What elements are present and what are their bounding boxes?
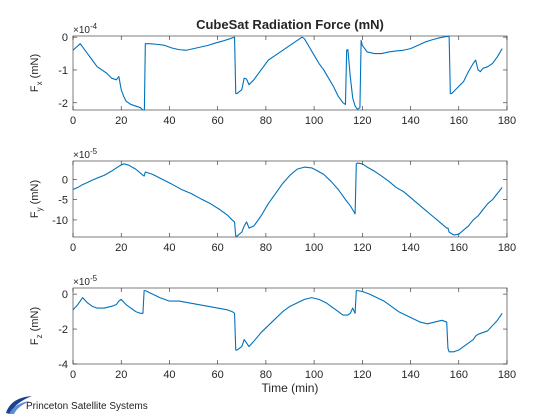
axes-fy: 0 20 40 60 80 100 120 140 160 180 -10 -5 0 ×10-5 Fy (m… [29,147,516,254]
x-tick-label-fz: 40 [163,369,175,381]
x-tick-label-fy: 20 [115,242,127,254]
axes-fx: 0 20 40 60 80 100 120 140 160 180 -2 -1 0 ×10-4 Fx (mN… [29,22,516,127]
series-line-fz [72,290,503,353]
x-tick-label-fz: 120 [353,369,371,381]
x-tick-label-fx: 80 [260,115,272,127]
x-tick-label-fx: 180 [498,115,516,127]
x-tick-label-fy: 120 [353,242,371,254]
y-tick-label-fz: 0 [62,289,68,301]
x-tick-label-fz: 100 [305,369,323,381]
x-tick-label-fy: 80 [260,242,272,254]
y-tick-label-fy: 0 [62,174,68,186]
x-tick-label-fy: 100 [305,242,323,254]
x-tick-label-fz: 20 [115,369,127,381]
y-tick-label-fx: -2 [58,98,68,110]
axes-fz: 0 20 40 60 80 100 120 140 160 180 -4 -2 0 ×10-5 Fz (mN… [29,274,516,381]
x-tick-label-fx: 160 [450,115,468,127]
plot-area-fy [72,160,508,238]
x-tick-label-fz: 60 [212,369,224,381]
x-tick-label-fy: 0 [70,242,76,254]
y-axis-label-fx: Fx (mN) [29,54,44,92]
x-tick-label-fx: 140 [401,115,419,127]
company-logo: Princeton Satellite Systems [4,393,154,417]
x-tick-label-fy: 60 [212,242,224,254]
y-tick-label-fx: -1 [58,65,68,77]
series-line-fy [72,162,503,237]
plot-area-fz [72,287,508,365]
x-axis-label: Time (min) [262,381,319,395]
x-tick-label-fx: 120 [353,115,371,127]
y-tick-label-fy: -10 [52,215,68,227]
y-axis-label-fy: Fy (mN) [29,180,44,218]
x-tick-label-fz: 160 [450,369,468,381]
x-tick-label-fx: 20 [115,115,127,127]
exponent-label-fz: ×10-5 [73,274,98,288]
company-name: Princeton Satellite Systems [26,401,148,412]
exponent-label-fy: ×10-5 [73,147,98,161]
exponent-label-fx: ×10-4 [73,22,98,36]
x-tick-label-fx: 100 [305,115,323,127]
x-tick-label-fz: 0 [70,369,76,381]
plot-area-fx [72,35,508,111]
chart-title: CubeSat Radiation Force (mN) [196,17,384,32]
x-tick-label-fx: 40 [163,115,175,127]
y-tick-label-fz: -2 [58,324,68,336]
x-tick-label-fz: 180 [498,369,516,381]
series-line-fx [72,35,503,111]
x-tick-label-fx: 60 [212,115,224,127]
x-tick-label-fz: 80 [260,369,272,381]
x-tick-label-fy: 160 [450,242,468,254]
x-tick-label-fy: 180 [498,242,516,254]
x-tick-label-fx: 0 [70,115,76,127]
y-axis-label-fz: Fz (mN) [29,307,44,345]
y-tick-label-fz: -4 [58,359,68,371]
swoosh-icon [6,396,32,414]
x-tick-label-fy: 140 [401,242,419,254]
y-tick-label-fx: 0 [62,32,68,44]
y-tick-label-fy: -5 [58,195,68,207]
x-tick-label-fz: 140 [401,369,419,381]
x-tick-label-fy: 40 [163,242,175,254]
